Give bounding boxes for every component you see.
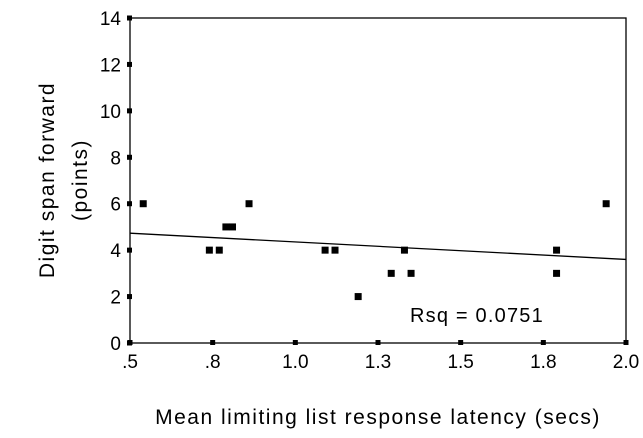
x-tick-mark: [292, 340, 298, 345]
x-tick-label: 1.0: [282, 352, 308, 373]
y-tick-label: 0: [110, 334, 121, 355]
y-tick-mark: [127, 154, 132, 160]
data-point: [321, 246, 329, 254]
data-point: [387, 269, 395, 277]
fit-line-layer: [129, 232, 627, 261]
plot-frame: [129, 17, 627, 344]
regression-line: [129, 232, 627, 261]
y-tick-mark: [127, 108, 132, 114]
x-tick-mark: [210, 340, 216, 345]
y-tick-label: 8: [110, 148, 121, 169]
x-axis-title: Mean limiting list response latency (sec…: [155, 406, 601, 429]
y-tick-mark: [127, 294, 132, 300]
y-tick-label: 4: [110, 241, 121, 262]
data-point: [229, 223, 237, 231]
y-tick-label: 14: [100, 9, 122, 30]
x-tick-mark: [375, 340, 381, 345]
y-tick-mark: [127, 340, 132, 346]
x-tick-label: 1.8: [530, 352, 556, 373]
data-point: [331, 246, 339, 254]
data-point: [215, 246, 223, 254]
y-tick-label: 2: [110, 288, 121, 309]
x-tick-mark: [623, 340, 629, 345]
x-tick-label: .8: [205, 352, 221, 373]
x-tick-label: .5: [122, 352, 138, 373]
data-point: [354, 293, 362, 301]
data-point: [400, 246, 408, 254]
x-tick-label: 1.5: [447, 352, 473, 373]
x-tick-mark: [540, 340, 546, 345]
y-tick-label: 6: [110, 195, 121, 216]
data-point: [553, 269, 561, 277]
y-axis-title-line2: (points): [69, 139, 92, 221]
data-points: [139, 200, 610, 301]
data-point: [553, 246, 561, 254]
data-point: [222, 223, 230, 231]
rsq-annotation: Rsq = 0.0751: [410, 305, 544, 327]
x-axis: .5 .8 1.0 1.3 1.5 1.8 2.0: [122, 340, 639, 373]
x-tick-mark: [458, 340, 464, 345]
y-tick-mark: [127, 61, 132, 67]
data-point: [139, 200, 147, 208]
y-tick-label: 12: [100, 55, 121, 76]
x-tick-label: 2.0: [613, 352, 639, 373]
y-tick-mark: [127, 201, 132, 207]
plot-border: [129, 17, 627, 344]
data-point: [245, 200, 253, 208]
data-point: [602, 200, 610, 208]
x-tick-label: 1.3: [365, 352, 391, 373]
y-tick-label: 10: [100, 102, 121, 123]
y-tick-mark: [127, 15, 132, 21]
y-tick-mark: [127, 247, 132, 253]
data-point: [205, 246, 213, 254]
y-axis: 0 2 4 6 8 10 12 14: [100, 9, 132, 355]
data-point: [407, 269, 415, 277]
y-axis-title-line1: Digit span forward: [36, 82, 59, 278]
